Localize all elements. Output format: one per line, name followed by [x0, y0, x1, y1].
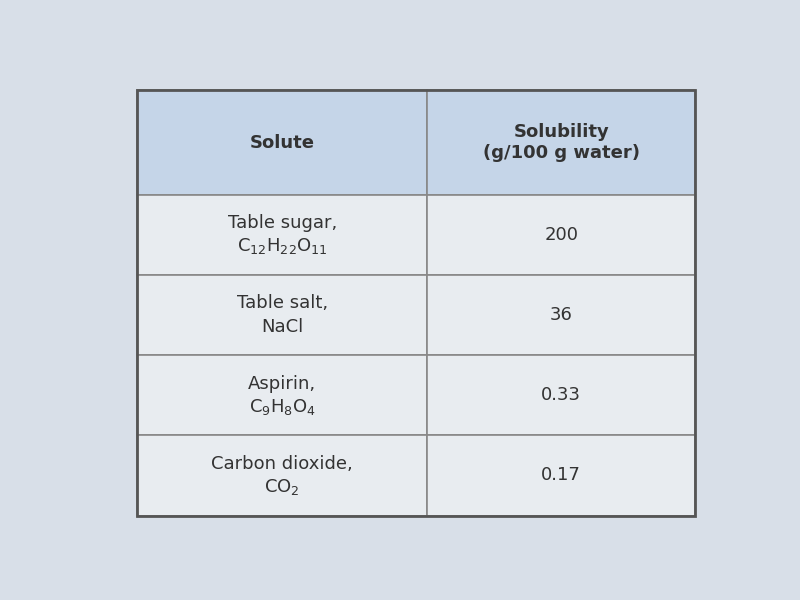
Text: 0.17: 0.17	[542, 466, 582, 484]
Text: Table sugar,: Table sugar,	[228, 214, 337, 232]
Text: Solubility
(g/100 g water): Solubility (g/100 g water)	[482, 123, 640, 162]
Text: NaCl: NaCl	[261, 317, 303, 335]
Bar	[138, 91, 695, 515]
Text: $\mathregular{C_{12}H_{22}O_{11}}$: $\mathregular{C_{12}H_{22}O_{11}}$	[237, 236, 328, 256]
Bar	[427, 275, 695, 355]
Text: $\mathregular{C_9H_8O_4}$: $\mathregular{C_9H_8O_4}$	[249, 397, 316, 417]
Text: Table salt,: Table salt,	[237, 295, 328, 313]
Bar	[138, 355, 427, 436]
Bar	[138, 436, 427, 515]
Bar	[138, 195, 427, 275]
Text: Solute: Solute	[250, 134, 314, 152]
Text: 200: 200	[544, 226, 578, 244]
Bar	[138, 275, 427, 355]
Text: Carbon dioxide,: Carbon dioxide,	[211, 455, 353, 473]
Bar	[427, 436, 695, 515]
Text: $\mathregular{CO_2}$: $\mathregular{CO_2}$	[265, 477, 300, 497]
Text: 0.33: 0.33	[542, 386, 582, 404]
Bar	[138, 91, 427, 195]
Text: 36: 36	[550, 306, 573, 324]
Text: Aspirin,: Aspirin,	[248, 374, 316, 392]
Bar	[427, 355, 695, 436]
Bar	[427, 195, 695, 275]
Bar	[427, 91, 695, 195]
